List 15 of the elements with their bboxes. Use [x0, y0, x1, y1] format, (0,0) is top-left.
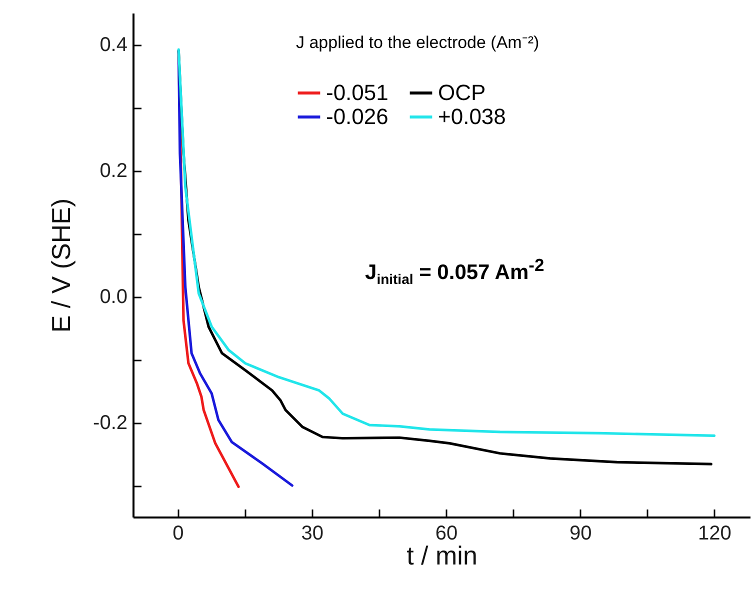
- legend-label: +0.038: [438, 104, 506, 129]
- y-tick-label: -0.2: [93, 412, 128, 434]
- x-tick-label: 0: [172, 522, 184, 544]
- y-tick-label: 0.2: [100, 160, 128, 182]
- x-tick-label: 120: [698, 522, 732, 544]
- y-tick-label: 0.0: [100, 286, 128, 308]
- y-axis-title: E / V (SHE): [46, 198, 76, 333]
- legend-title: J applied to the electrode (Am⁻²): [296, 33, 540, 52]
- legend-label: OCP: [438, 80, 486, 105]
- y-tick-label: 0.4: [100, 34, 128, 56]
- x-tick-label: 90: [569, 522, 592, 544]
- x-tick-label: 30: [301, 522, 324, 544]
- legend-label: -0.026: [326, 104, 388, 129]
- legend-label: -0.051: [326, 80, 388, 105]
- annotation: J$_{initial}$ = 0.057 Am$^{-2}$: [365, 255, 544, 288]
